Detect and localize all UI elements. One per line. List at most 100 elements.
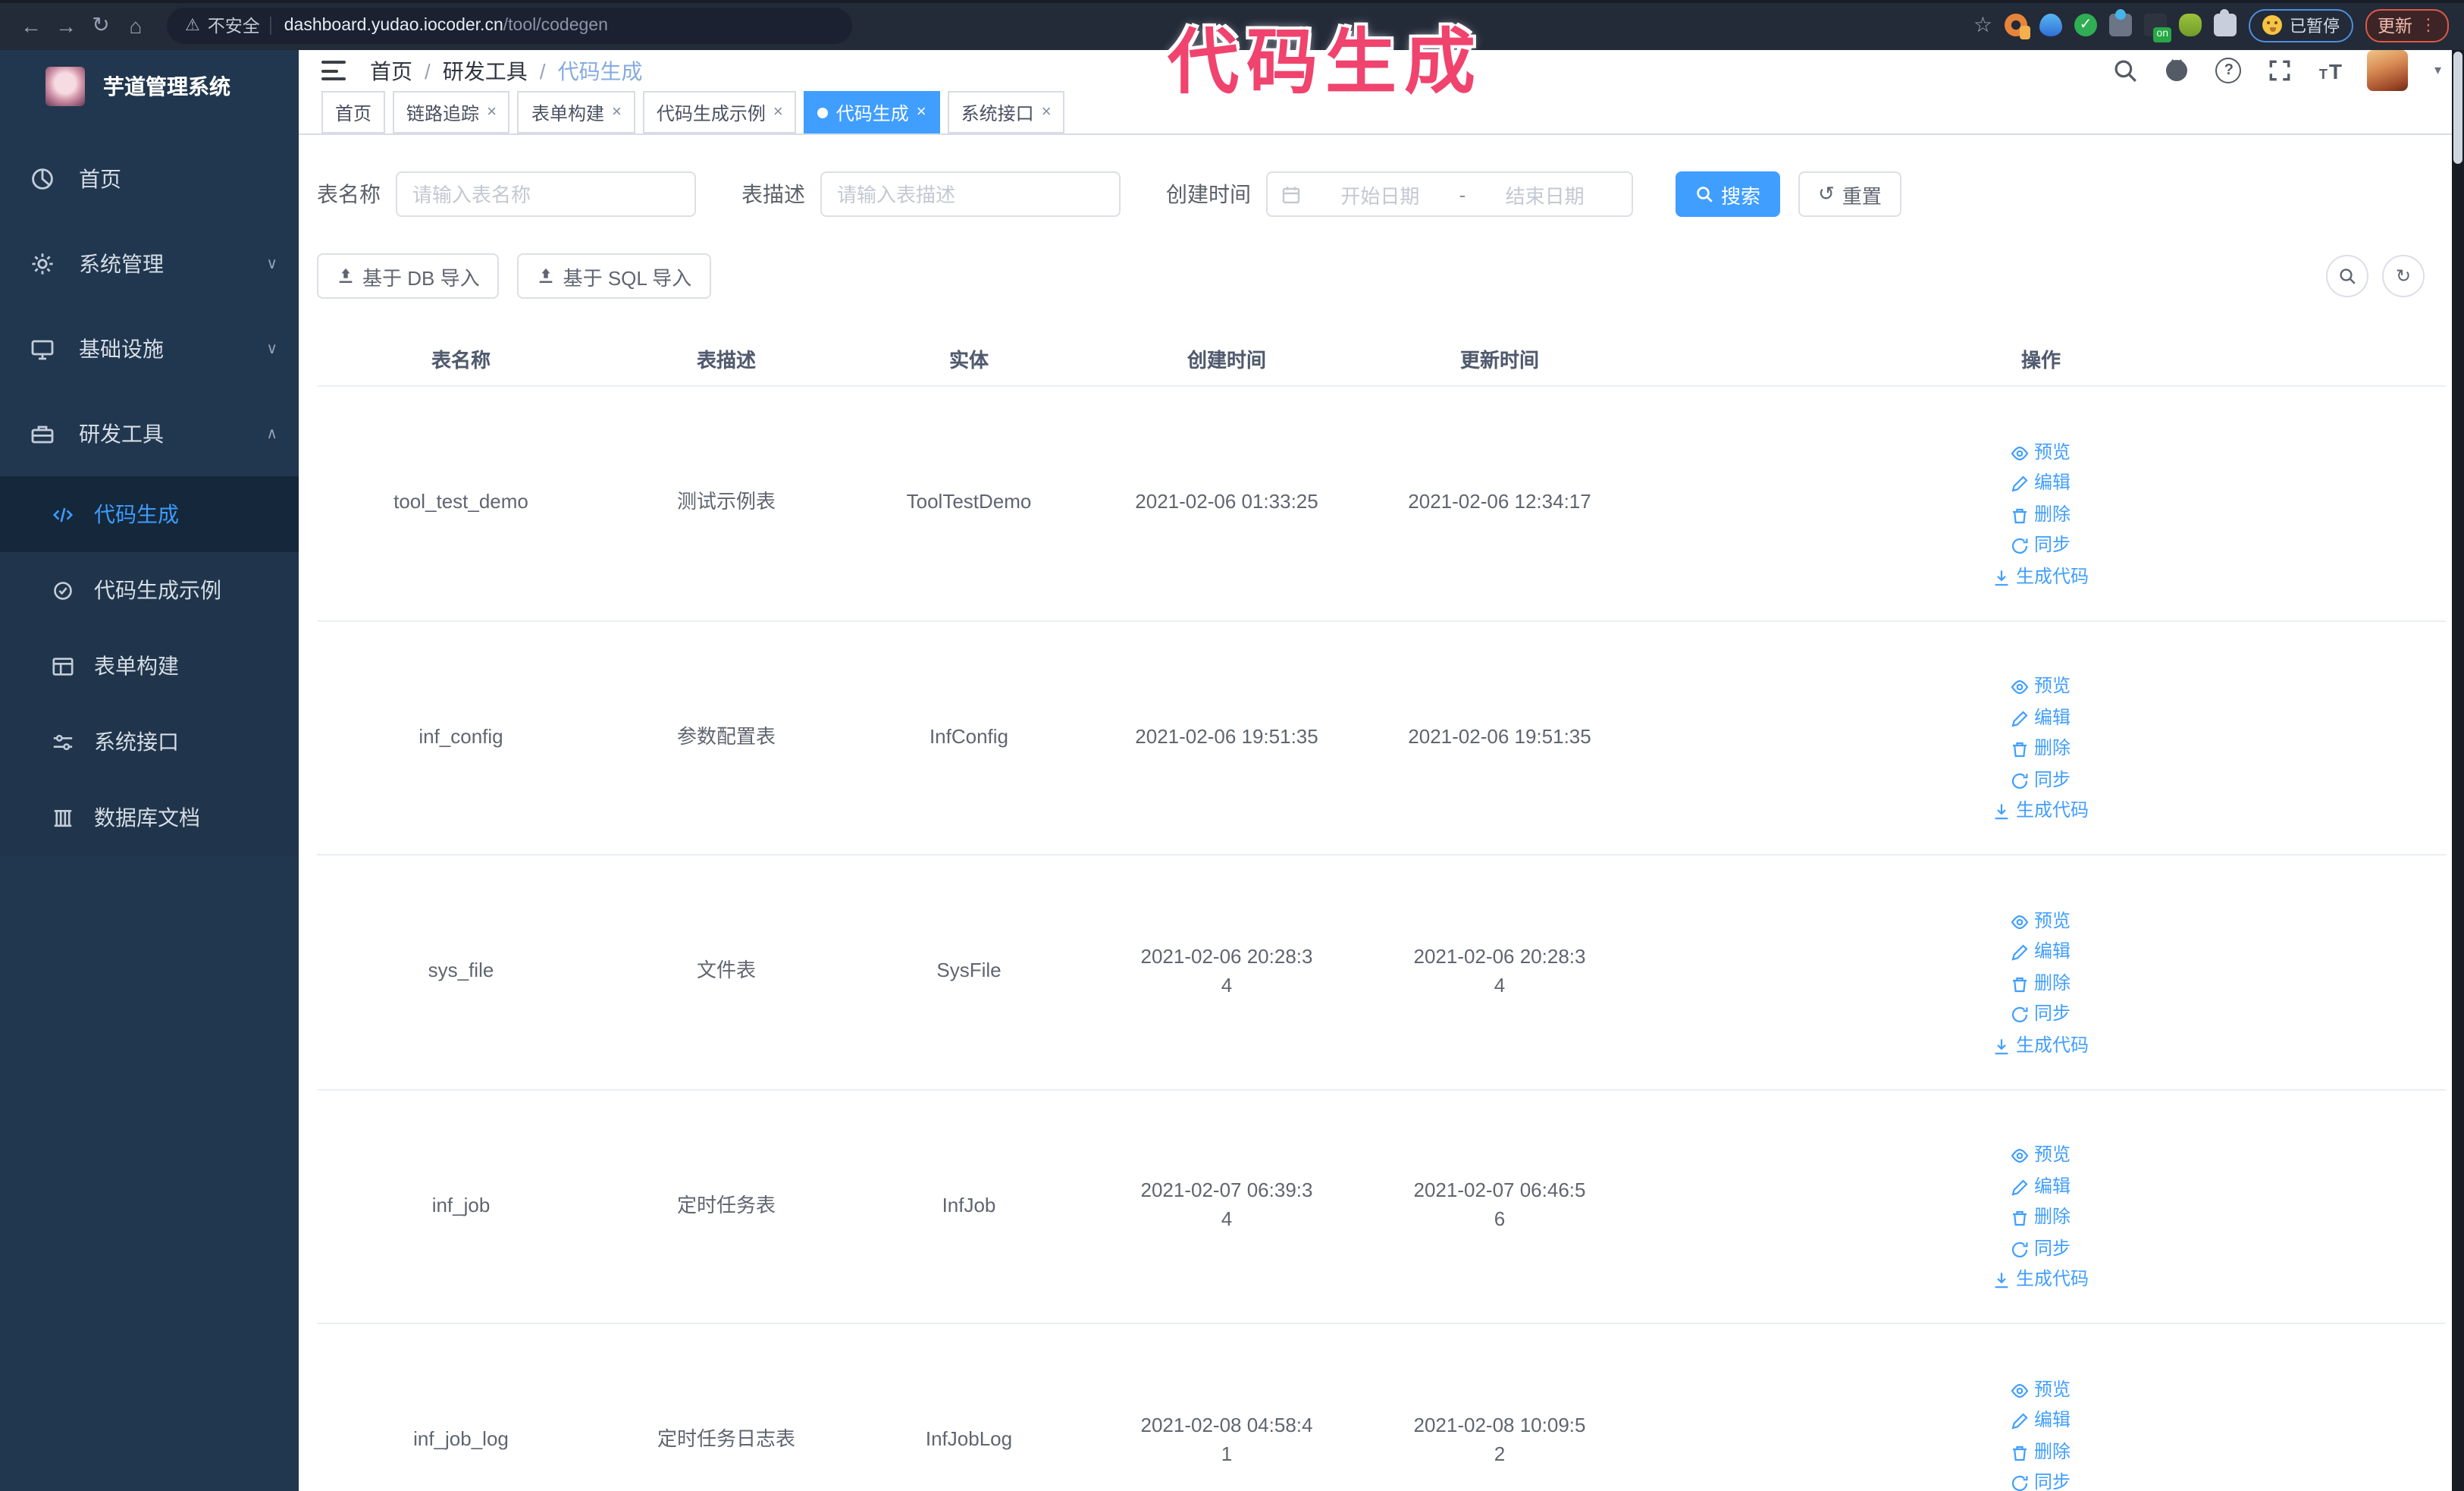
col-created: 创建时间 xyxy=(1090,332,1363,387)
extension-orange-icon[interactable] xyxy=(2005,14,2030,39)
delete-link[interactable]: 删除 xyxy=(2011,971,2071,997)
refresh-table-button[interactable]: ↻ xyxy=(2382,255,2425,297)
sidebar-item-codegen[interactable]: 代码生成 xyxy=(0,476,299,552)
cell-table-desc: 定时任务表 xyxy=(605,1089,848,1324)
sidebar-item-infra[interactable]: 基础设施 ∨ xyxy=(0,306,299,391)
close-icon[interactable]: × xyxy=(487,103,497,121)
sidebar-item-codegen-example[interactable]: 代码生成示例 xyxy=(0,552,299,628)
not-secure-warning-icon[interactable]: ⚠ xyxy=(185,17,200,35)
start-date-placeholder[interactable]: 开始日期 xyxy=(1340,184,1420,207)
db-import-button[interactable]: 基于 DB 导入 xyxy=(317,253,500,299)
scrollbar-thumb[interactable] xyxy=(2453,52,2462,164)
bookmark-star-icon[interactable]: ☆ xyxy=(1973,12,1992,36)
forward-icon[interactable]: → xyxy=(55,13,77,37)
tab-codegen-example[interactable]: 代码生成示例 × xyxy=(642,91,797,133)
sync-link[interactable]: 同步 xyxy=(2011,1236,2071,1263)
extension-cube-icon[interactable] xyxy=(2109,9,2132,36)
sidebar-item-form-builder[interactable]: 表单构建 xyxy=(0,628,299,704)
close-icon[interactable]: × xyxy=(773,103,783,121)
cell-table-name: inf_job xyxy=(317,1089,605,1324)
breadcrumb-devtools[interactable]: 研发工具 xyxy=(442,58,528,83)
table-desc-input[interactable] xyxy=(820,171,1121,217)
paused-badge[interactable]: 已暂停 xyxy=(2249,8,2353,42)
app-title: 芋道管理系统 xyxy=(103,74,230,99)
generate-code-link[interactable]: 生成代码 xyxy=(1993,1033,2089,1059)
sidebar-item-home[interactable]: 首页 xyxy=(0,137,299,221)
pen-icon xyxy=(2012,476,2029,492)
sync-link[interactable]: 同步 xyxy=(2011,1002,2071,1028)
sidebar-item-db-doc[interactable]: 数据库文档 xyxy=(0,780,299,855)
sync-link[interactable]: 同步 xyxy=(2011,1471,2071,1491)
cell-actions: 预览 编辑 删除 同步 生成代码 xyxy=(1636,855,2446,1090)
address-bar[interactable]: ⚠ 不安全 dashboard.yudao.iocoder.cn/tool/co… xyxy=(167,7,852,43)
tab-codegen[interactable]: 代码生成 × xyxy=(804,91,940,133)
toggle-search-button[interactable] xyxy=(2326,255,2368,297)
date-range-picker[interactable]: 开始日期 - 结束日期 xyxy=(1266,171,1633,217)
home-icon[interactable]: ⌂ xyxy=(129,13,143,37)
edit-link[interactable]: 编辑 xyxy=(2011,1408,2071,1435)
delete-link[interactable]: 删除 xyxy=(2011,1439,2071,1466)
extension-on-badge-icon[interactable] xyxy=(2144,14,2171,42)
extension-drop-icon[interactable] xyxy=(2039,14,2062,36)
delete-link[interactable]: 删除 xyxy=(2011,502,2071,529)
generate-code-link[interactable]: 生成代码 xyxy=(1993,1267,2089,1294)
preview-link[interactable]: 预览 xyxy=(2011,440,2071,466)
window-scrollbar[interactable] xyxy=(2452,50,2464,1491)
search-button[interactable]: 搜索 xyxy=(1676,171,1781,217)
sidebar-item-system[interactable]: 系统管理 ∨ xyxy=(0,221,299,306)
avatar[interactable] xyxy=(2367,50,2409,91)
end-date-placeholder[interactable]: 结束日期 xyxy=(1505,184,1585,207)
preview-link[interactable]: 预览 xyxy=(2011,1377,2071,1404)
preview-link[interactable]: 预览 xyxy=(2011,909,2071,935)
table-name-input[interactable] xyxy=(396,171,696,217)
search-icon[interactable] xyxy=(2113,58,2139,83)
back-icon[interactable]: ← xyxy=(20,13,42,37)
extension-check-icon[interactable]: ✓ xyxy=(2074,14,2097,36)
emoji-face-icon xyxy=(2262,15,2282,35)
sidebar-item-label: 代码生成示例 xyxy=(94,578,221,602)
edit-link[interactable]: 编辑 xyxy=(2011,1174,2071,1201)
app-logo-row[interactable]: 芋道管理系统 xyxy=(0,50,299,117)
close-icon[interactable]: × xyxy=(1041,103,1052,121)
tab-tracing[interactable]: 链路追踪 × xyxy=(393,91,510,133)
close-icon[interactable]: × xyxy=(611,103,622,121)
delete-link[interactable]: 删除 xyxy=(2011,1205,2071,1232)
sync-link[interactable]: 同步 xyxy=(2011,533,2071,560)
browser-menu-icon[interactable]: ⋮ xyxy=(2420,17,2437,35)
cell-updated: 2021-02-08 10:09:5 2 xyxy=(1363,1323,1636,1491)
chevron-down-icon: ∨ xyxy=(266,256,277,272)
sync-link[interactable]: 同步 xyxy=(2011,767,2071,794)
fullscreen-icon[interactable] xyxy=(2268,58,2293,83)
extension-alien-icon[interactable] xyxy=(2179,14,2202,36)
hamburger-icon[interactable] xyxy=(321,61,346,80)
tab-form-builder[interactable]: 表单构建 × xyxy=(517,91,635,133)
tab-api[interactable]: 系统接口 × xyxy=(947,91,1065,133)
extensions-puzzle-icon[interactable] xyxy=(2214,9,2237,36)
table-row: tool_test_demo 测试示例表 ToolTestDemo 2021-0… xyxy=(317,386,2446,621)
sidebar-item-devtools[interactable]: 研发工具 ∧ xyxy=(0,391,299,476)
sql-import-button[interactable]: 基于 SQL 导入 xyxy=(517,253,712,299)
chevron-up-icon: ∧ xyxy=(266,425,277,442)
edit-link[interactable]: 编辑 xyxy=(2011,940,2071,966)
breadcrumb-home[interactable]: 首页 xyxy=(370,58,412,83)
preview-link[interactable]: 预览 xyxy=(2011,1143,2071,1169)
help-icon[interactable]: ? xyxy=(2215,58,2242,83)
reset-button[interactable]: ↺ 重置 xyxy=(1798,171,1901,217)
generate-code-link[interactable]: 生成代码 xyxy=(1993,564,2089,591)
update-button[interactable]: 更新 ⋮ xyxy=(2365,8,2449,42)
edit-link[interactable]: 编辑 xyxy=(2011,705,2071,732)
browser-toolbar: ← → ↻ ⌂ ⚠ 不安全 dashboard.yudao.iocoder.cn… xyxy=(0,0,2464,50)
cell-updated: 2021-02-06 19:51:35 xyxy=(1363,620,1636,855)
edit-link[interactable]: 编辑 xyxy=(2011,471,2071,498)
reload-icon[interactable]: ↻ xyxy=(92,12,110,36)
sidebar-item-api[interactable]: 系统接口 xyxy=(0,704,299,780)
delete-link[interactable]: 删除 xyxy=(2011,736,2071,763)
close-icon[interactable]: × xyxy=(916,103,926,121)
tab-home[interactable]: 首页 xyxy=(321,91,386,133)
preview-link[interactable]: 预览 xyxy=(2011,674,2071,701)
caret-down-icon[interactable]: ▾ xyxy=(2434,62,2441,77)
github-icon[interactable] xyxy=(2165,58,2190,83)
generate-code-link[interactable]: 生成代码 xyxy=(1993,799,2089,825)
